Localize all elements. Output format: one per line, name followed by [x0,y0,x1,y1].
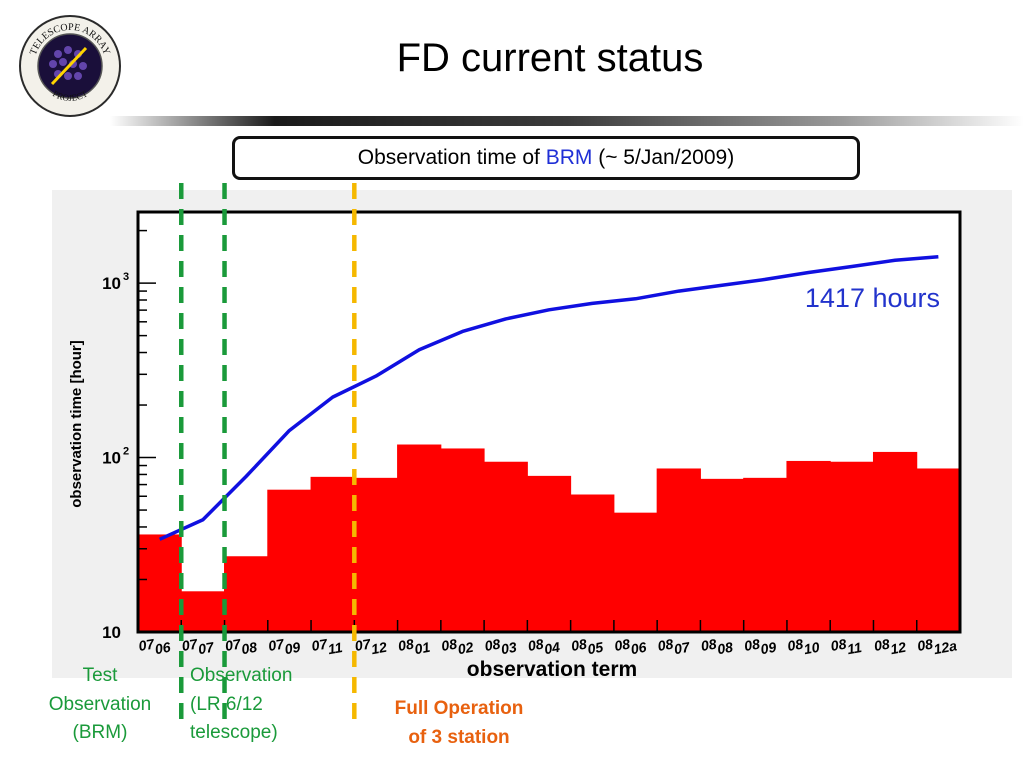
test-note-line: (BRM) [72,722,128,743]
x-tick-label: 0811 [829,633,863,660]
bar-0808 [699,478,745,633]
bar-0708 [224,556,269,633]
x-tick-label: 0808 [700,633,735,660]
y-tick-label: 10 [102,623,121,642]
bar-0802 [440,448,485,633]
x-tick-label: 0812 [873,633,908,660]
x-tick-label: 0805 [570,633,605,660]
test-note-line: Test [82,665,118,686]
x-axis: 0706 0707 0708 0709 0711 0712 0801 0802 0803 0804… [137,620,961,660]
cumulative-line [158,254,939,541]
subtitle-prefix: Observation time of [357,146,546,169]
x-tick-label: 0804 [527,633,562,660]
test-note-line: Observation [48,693,152,715]
x-tick-label: 0802 [440,633,475,660]
x-tick-label: 0809 [743,633,778,660]
slide-title: FD current status [396,36,704,80]
y-tick-label: 10 [102,449,121,468]
x-tick-label: 0803 [483,633,518,660]
bar-0807 [656,468,701,633]
chart-subtitle-box: Observation time of BRM (~ 5/Jan/2009) [232,136,860,180]
bar-0812 [872,451,918,633]
telescope-array-logo: TELESCOPE ARRAY PROJECT [19,15,121,117]
bar-0804 [526,475,572,633]
total-hours-label: 1417 hours [805,283,940,313]
bar-0803 [483,461,528,633]
bar-0707 [180,591,226,633]
x-tick-label: 0806 [613,633,648,660]
bar-0806 [613,512,658,633]
y-axis-label: observation time [hour] [68,340,85,508]
logo-text-bottom: PROJECT [51,88,89,103]
x-tick-label: 0706 [137,633,172,660]
title-divider [110,116,1024,126]
bar-0810 [786,460,831,633]
y-tick-exponent: 3 [123,271,129,283]
subtitle-highlight: BRM [545,146,593,169]
subtitle-suffix: (~ 5/Jan/2009) [592,146,735,169]
full-operation-note-line: Full Operation [394,698,524,719]
marker-lines [179,183,357,726]
bar-0711 [310,476,355,633]
y-tick-label: 10 [102,274,121,293]
x-tick-label: 0801 [397,633,432,660]
x-tick-label: 0807 [656,633,692,660]
observation-note-line: Observation [190,665,293,686]
x-tick-label: 0812a [916,631,958,659]
bar-0712 [353,477,399,633]
observation-note-line: telescope) [190,722,278,743]
x-tick-label: 0711 [310,633,344,660]
x-tick-label: 0708 [224,633,259,660]
x-tick-label: 0707 [180,633,216,660]
bar-0801 [397,444,442,633]
x-tick-label: 0712 [354,633,389,660]
bar-0805 [570,494,615,633]
bar-0811 [829,461,874,633]
bar-0812a [916,468,961,633]
bars-layer [137,444,961,633]
lr-observation-note: Observation (LR 6/12 telescope) [190,662,292,748]
line-layer [158,254,939,541]
x-tick-label: 0709 [267,633,302,660]
x-tick-label: 0810 [786,633,821,660]
y-tick-exponent: 2 [123,446,129,458]
plot-frame [136,210,962,634]
test-observation-note: Test Observation (BRM) [20,662,180,748]
x-axis-label: observation term [467,658,637,681]
observation-note-line: (LR 6/12 [190,693,263,715]
full-operation-note-line: of 3 station [408,726,510,748]
bar-0709 [267,489,312,633]
bar-0809 [743,477,788,633]
full-operation-note: Full Operation of 3 station [362,695,556,752]
